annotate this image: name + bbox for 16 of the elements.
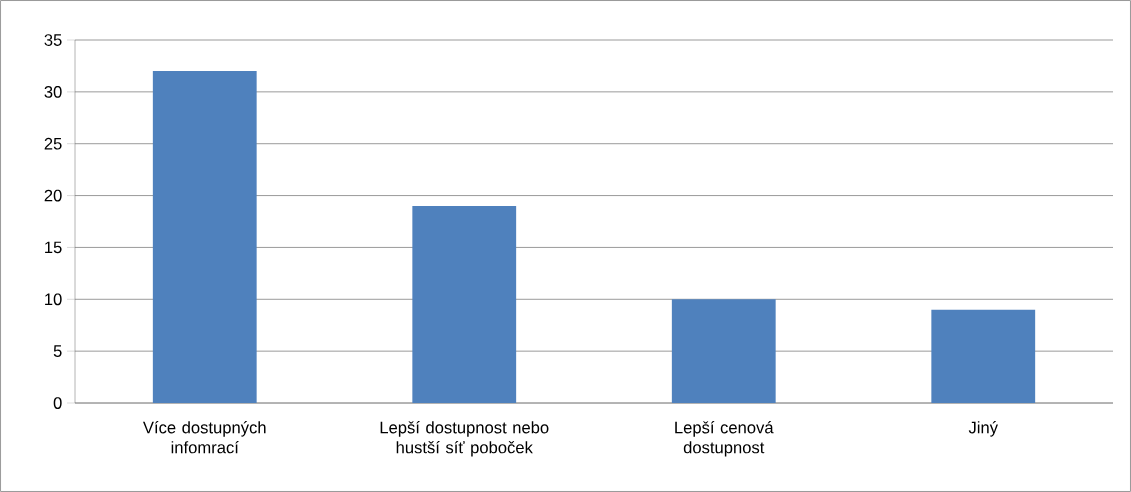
y-tick-label: 5 <box>53 345 62 357</box>
x-tick-label: Jiný <box>968 421 998 437</box>
x-tick-label: Více dostupných infomrací <box>142 421 266 454</box>
bar <box>931 309 1036 403</box>
y-tick-label: 0 <box>53 397 62 409</box>
bar <box>412 205 517 403</box>
y-tick-label: 10 <box>45 293 62 306</box>
y-tick-label: 35 <box>44 34 62 46</box>
bar <box>671 299 776 403</box>
y-tick-label: 30 <box>44 85 62 98</box>
bar <box>152 71 257 403</box>
y-tick-label: 25 <box>44 137 62 150</box>
x-tick-label: Lepší dostupnost nebo hustší síť poboček <box>380 421 549 457</box>
y-tick-label: 15 <box>45 241 62 254</box>
y-tick-label: 20 <box>44 189 62 202</box>
x-tick-label: Lepší cenová dostupnost <box>675 421 774 457</box>
